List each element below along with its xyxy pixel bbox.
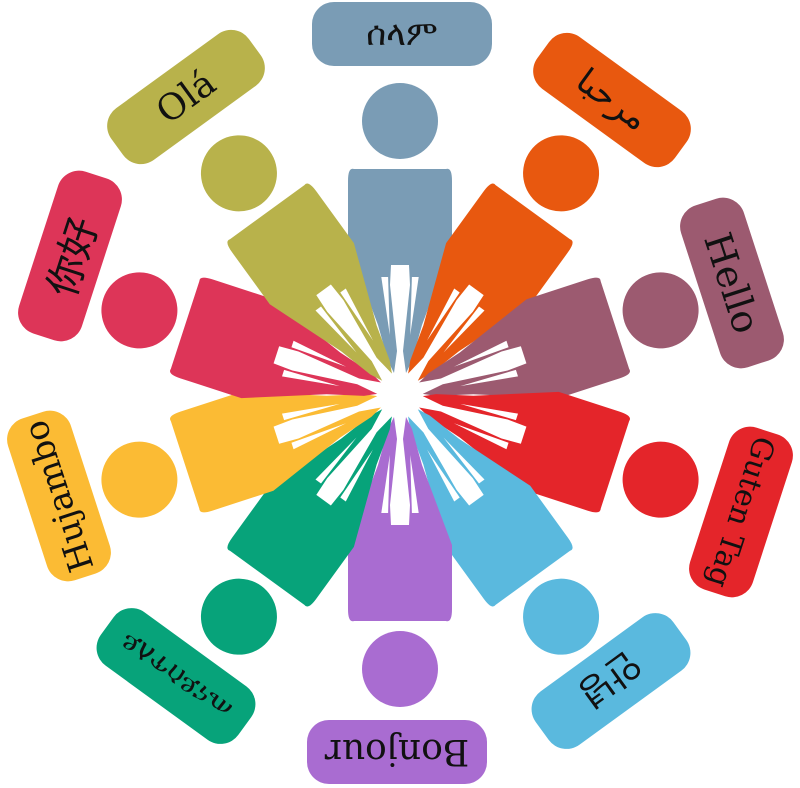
finger-gap: [460, 403, 519, 421]
person-figure-swahili: [101, 391, 381, 518]
person-body: [408, 409, 573, 607]
finger-gap: [427, 288, 460, 341]
finger-gap: [340, 288, 373, 341]
finger-gap: [381, 277, 390, 335]
person-head: [362, 631, 438, 707]
person-body: [348, 168, 452, 373]
finger-gap: [315, 306, 357, 353]
person-figure-german: [419, 391, 699, 518]
person-head: [523, 135, 600, 212]
finger-gap: [281, 403, 340, 421]
finger-gap: [410, 455, 419, 513]
person-head: [101, 441, 178, 518]
person-head: [101, 272, 178, 349]
person-head: [523, 578, 600, 655]
person-body: [170, 277, 381, 399]
greeting-amharic: ሰላም: [312, 2, 492, 66]
person-body: [170, 391, 381, 513]
finger-gap: [291, 340, 347, 367]
finger-gap: [443, 437, 485, 484]
person-body: [419, 391, 630, 513]
person-figure-tigrinya: [200, 409, 392, 655]
finger-gap: [453, 340, 509, 367]
finger-gap: [315, 437, 357, 484]
person-figure-arabic: [408, 135, 600, 381]
person-head: [622, 272, 699, 349]
finger-gap: [381, 455, 390, 513]
person-body: [227, 183, 392, 381]
finger-gap: [427, 449, 460, 502]
person-figure-chinese: [101, 272, 381, 399]
person-figure-french: [348, 417, 452, 707]
person-figure-amharic: [348, 83, 452, 373]
center-hub: [386, 381, 414, 409]
finger-gap: [443, 306, 485, 353]
finger-gap: [291, 423, 347, 450]
finger-gap: [460, 369, 519, 387]
person-body: [227, 409, 392, 607]
finger-gap: [281, 369, 340, 387]
person-figure-english: [419, 272, 699, 399]
person-body: [348, 417, 452, 622]
person-head: [622, 441, 699, 518]
person-body: [408, 183, 573, 381]
person-figure-korean: [408, 409, 600, 655]
person-head: [200, 135, 277, 212]
person-head: [200, 578, 277, 655]
finger-gap: [410, 277, 419, 335]
finger-gap: [453, 423, 509, 450]
person-body: [419, 277, 630, 399]
person-figure-portuguese: [200, 135, 392, 381]
greeting-french: Bonjour: [307, 720, 487, 784]
finger-gap: [340, 449, 373, 502]
person-head: [362, 83, 438, 159]
